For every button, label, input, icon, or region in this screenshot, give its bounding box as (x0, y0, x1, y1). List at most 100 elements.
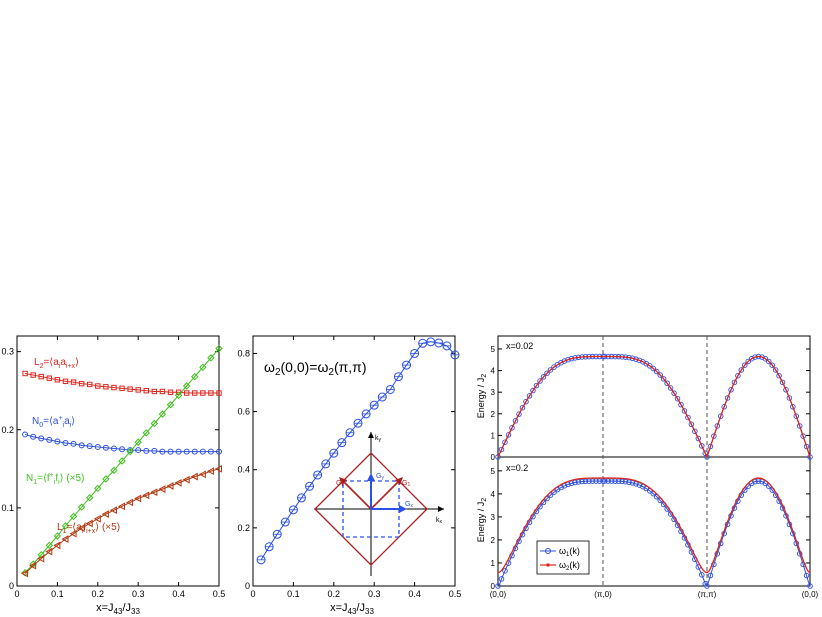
omega1-point (647, 363, 653, 369)
ky-label: ky (375, 435, 382, 443)
x-tick-label: 0 (250, 589, 255, 599)
panel-middle-title: ω2(0,0)=ω2(π,π) (264, 359, 367, 378)
y-tick-label: 0.3 (1, 347, 14, 357)
data-point (22, 431, 29, 438)
data-point (77, 503, 86, 511)
data-point (159, 388, 166, 395)
omega1-point (572, 479, 578, 486)
data-point (143, 387, 149, 394)
omega1-point (776, 372, 782, 379)
data-point (85, 519, 93, 528)
data-point (142, 491, 150, 500)
omega1-point (807, 583, 813, 589)
omega1-point (657, 372, 663, 378)
series-label-1: N0=⟨a+iai⟩ (32, 415, 75, 429)
data-point (214, 464, 222, 473)
omega1-point (512, 418, 519, 424)
panel-middle-chart: 0 0.1 0.2 0.3 0.4 0.5 0 0.2 0.4 0.6 0.8 ω2(0,0)=ω2… (237, 335, 461, 616)
ylabel-top: Energy / J2 (476, 374, 488, 419)
data-point (69, 529, 77, 538)
x-tick-label: 0.3 (132, 589, 145, 599)
data-point (127, 386, 133, 392)
omega1-point (608, 478, 615, 484)
omega1-point (735, 372, 741, 379)
data-point (174, 391, 183, 400)
y-tick-label: 5 (491, 467, 496, 476)
data-point (127, 447, 134, 454)
omega1-point (745, 358, 751, 365)
k-tick-label: (π,π) (698, 590, 717, 599)
omega1-point (671, 390, 677, 396)
data-point (86, 494, 94, 502)
legend-marker-omega2 (546, 563, 550, 567)
series-line-1 (24, 433, 219, 453)
omega1-point (766, 358, 772, 365)
series-label-2: N1=⟨f+ifi⟩ (×5) (26, 472, 84, 486)
subplot-top-label: x=0.02 (506, 341, 533, 351)
omega1-point (721, 404, 727, 410)
data-point (93, 514, 101, 523)
k-tick-label: (π,0) (594, 590, 612, 599)
series-line-2 (24, 348, 220, 574)
brillouin-zone-inset: kx ky G1 G2 Gx Gy (314, 432, 444, 576)
data-point (190, 472, 198, 481)
data-point (135, 447, 142, 454)
data-point (110, 445, 117, 452)
data-point (199, 363, 207, 371)
omega1-point (495, 454, 501, 460)
data-point (21, 569, 29, 578)
k-tick-label: (0,0) (490, 590, 507, 599)
panel-left-xlabel: x=J43/J33 (96, 602, 140, 616)
omega1-point (533, 382, 540, 389)
omega1-point (667, 385, 674, 391)
data-point (22, 370, 28, 377)
data-point (46, 375, 53, 381)
omega1-point (615, 478, 622, 484)
omega2-line (497, 477, 811, 574)
omega1-point (575, 479, 582, 485)
g2-vector (341, 479, 372, 510)
data-point (102, 444, 109, 451)
omega1-point (803, 572, 810, 579)
omega1-point (502, 439, 508, 445)
g1-label: G1 (402, 480, 410, 488)
data-point (38, 373, 44, 380)
omega1-point (561, 358, 568, 364)
data-point (119, 385, 125, 392)
ylabel-bottom: Energy / J2 (476, 498, 488, 543)
omega1-point (622, 478, 629, 485)
data-point (167, 448, 174, 455)
gy-arrow-head (367, 473, 375, 481)
data-point (111, 384, 117, 391)
legend-marker-omega1 (545, 548, 551, 554)
data-point (126, 498, 134, 507)
data-point (46, 436, 53, 443)
data-point (62, 440, 69, 447)
data-point (54, 438, 61, 445)
y-tick-label: 3 (491, 513, 496, 522)
omega1-point (755, 478, 762, 484)
omega2-line (497, 355, 811, 459)
y-tick-label: 0 (9, 581, 14, 591)
omega1-point (769, 362, 775, 368)
data-point (77, 524, 85, 533)
omega1-point (681, 408, 688, 414)
y-tick-label: 0.2 (1, 425, 14, 435)
omega1-point (796, 423, 803, 429)
omega1-point (692, 428, 698, 435)
data-point (126, 447, 134, 456)
omega1-point (699, 443, 705, 449)
omega1-point (674, 395, 681, 402)
omega1-point (728, 387, 734, 393)
omega1-point (516, 411, 522, 417)
data-point (78, 442, 85, 449)
kx-label: kx (436, 517, 443, 525)
legend-label-omega2: ω2(k) (559, 560, 580, 572)
omega1-point (530, 387, 536, 394)
ky-arrow-head (368, 432, 374, 438)
series-line-0 (24, 373, 219, 394)
data-point (175, 448, 182, 455)
omega1-point (636, 357, 643, 364)
